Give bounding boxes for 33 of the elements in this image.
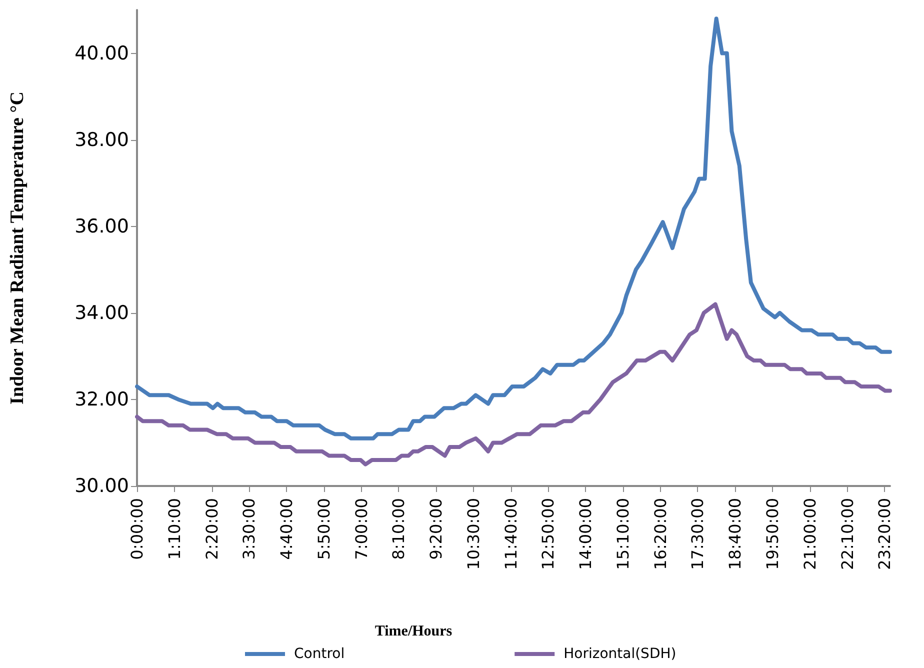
y-tick-label: 32.00 (74, 388, 129, 410)
line-series (135, 302, 892, 466)
x-tick-label: 17:30:00 (688, 498, 708, 570)
x-tick-label: 4:40:00 (277, 498, 296, 560)
x-tick-label: 23:20:00 (875, 498, 894, 570)
x-tick-label: 1:10:00 (164, 498, 184, 560)
y-axis-title: Indoor Mean Radiant Temperature °C (7, 91, 28, 405)
x-tick-label: 5:50:00 (314, 498, 334, 560)
legend-label: Horizontal(SDH) (564, 646, 676, 662)
x-tick-label: 19:50:00 (763, 498, 782, 570)
y-tick-label: 38.00 (74, 128, 129, 151)
line-series (135, 16, 892, 440)
x-tick-label: 14:00:00 (576, 498, 596, 570)
y-tick-label: 34.00 (74, 302, 129, 324)
x-axis-title: Time/Hours (374, 624, 452, 640)
x-tick-label: 18:40:00 (726, 498, 745, 570)
x-tick-label: 10:30:00 (464, 498, 483, 570)
x-tick-label: 9:20:00 (426, 498, 446, 560)
x-tick-label: 8:10:00 (389, 498, 408, 560)
y-tick-label: 40.00 (74, 42, 129, 64)
x-tick-label: 11:40:00 (501, 498, 520, 570)
x-tick-label: 0:00:00 (128, 498, 146, 560)
x-tick-label: 16:20:00 (650, 498, 670, 570)
x-tick-label: 3:30:00 (240, 498, 259, 560)
x-tick-label: 7:00:00 (352, 498, 371, 560)
x-tick-label: 2:20:00 (202, 498, 222, 560)
y-tick-label: 36.00 (74, 215, 129, 238)
legend-label: Control (294, 646, 345, 662)
x-tick-label: 15:10:00 (613, 498, 632, 570)
y-tick-label: 30.00 (74, 475, 129, 497)
x-tick-label: 22:10:00 (838, 498, 857, 570)
x-tick-label: 21:00:00 (800, 498, 820, 570)
x-tick-label: 12:50:00 (538, 498, 558, 570)
